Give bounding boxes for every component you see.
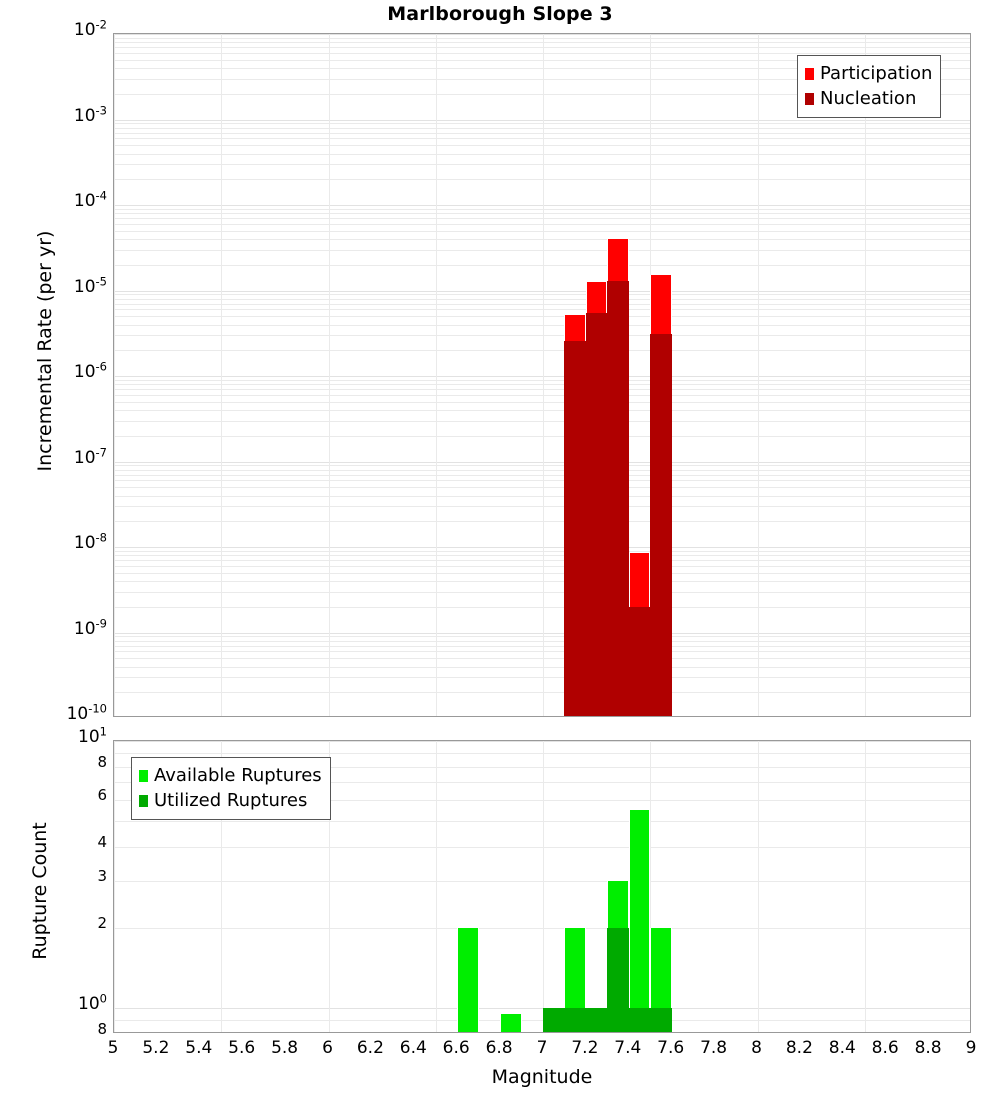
legend-item-utilized-ruptures: Utilized Ruptures [139, 788, 322, 813]
available-ruptures-swatch-icon [139, 769, 148, 782]
y-tick-label: 10-2 [73, 17, 107, 40]
y-tick-label: 10-10 [66, 701, 107, 724]
y-tick-label: 10-8 [73, 530, 107, 553]
x-tick-label: 8 [751, 1038, 762, 1058]
y-tick-label: 10-6 [73, 359, 107, 382]
x-tick-label: 7.8 [700, 1038, 728, 1058]
x-tick-label: 6.2 [356, 1038, 384, 1058]
y-tick-label: 2 [97, 913, 107, 932]
bars-rupture-count [114, 741, 970, 1032]
legend-item-available-ruptures: Available Ruptures [139, 763, 322, 788]
bar-utilized-ruptures [564, 1008, 586, 1032]
x-tick-label: 8.6 [871, 1038, 899, 1058]
bar-available-ruptures [457, 927, 479, 1032]
x-tick-label: 7 [536, 1038, 548, 1058]
x-tick-label: 7.4 [614, 1038, 642, 1058]
participation-swatch-icon [805, 67, 814, 80]
legend-item-participation: Participation [805, 61, 932, 86]
legend-incremental-rate: Participation Nucleation [797, 55, 942, 118]
y-tick-label: 8 [97, 1020, 107, 1038]
utilized-ruptures-swatch-icon [139, 794, 148, 807]
nucleation-swatch-icon [805, 92, 814, 105]
x-tick-label: 7.2 [571, 1038, 599, 1058]
x-tick-label: 9 [965, 1038, 977, 1058]
legend-rupture-count: Available Ruptures Utilized Ruptures [131, 757, 331, 820]
bar-nucleation [607, 280, 629, 716]
bar-utilized-ruptures [585, 1008, 608, 1032]
legend-label-available-ruptures: Available Ruptures [154, 765, 322, 786]
x-tick-label: 5.4 [185, 1038, 213, 1058]
x-tick-label: 8.4 [828, 1038, 856, 1058]
legend-label-nucleation: Nucleation [820, 88, 917, 109]
legend-label-utilized-ruptures: Utilized Ruptures [154, 790, 308, 811]
y-tick-label: 100 [78, 991, 107, 1015]
bar-utilized-ruptures [543, 1008, 565, 1032]
x-tick-label: 5.2 [142, 1038, 170, 1058]
y-tick-label: 101 [78, 724, 107, 747]
x-tick-label: 8.2 [785, 1038, 813, 1058]
bar-nucleation [650, 333, 672, 716]
x-tick-label: 6 [322, 1038, 333, 1058]
legend-label-participation: Participation [820, 63, 933, 84]
y-tick-label: 10-3 [73, 102, 107, 126]
page-title: Marlborough Slope 3 [387, 3, 613, 25]
y-tick-label: 10-5 [73, 273, 107, 297]
y-tick-label: 6 [97, 786, 107, 805]
y-tick-label: 10-7 [73, 444, 107, 468]
x-tick-label: 5 [107, 1038, 119, 1058]
y-tick-label: 4 [97, 833, 107, 852]
x-tick-label: 5.8 [271, 1038, 299, 1058]
legend-item-nucleation: Nucleation [805, 86, 932, 111]
y-tick-label: 8 [97, 752, 107, 771]
y-tick-label: 3 [97, 866, 107, 885]
bar-available-ruptures [564, 927, 586, 1032]
y-axis-ticks-top: 10-2 10-3 10-4 10-5 10-6 10-7 10-8 10-9 10-10 [0, 0, 107, 760]
x-tick-label: 6.4 [399, 1038, 427, 1058]
bar-utilized-ruptures [650, 1008, 672, 1032]
bar-available-ruptures [628, 810, 651, 1032]
x-tick-label: 6.6 [442, 1038, 470, 1058]
bar-utilized-ruptures [607, 927, 629, 1032]
bars-incremental-rate [114, 34, 970, 716]
bar-nucleation [585, 312, 608, 716]
x-tick-label: 5.6 [228, 1038, 256, 1058]
y-tick-label: 10-4 [73, 188, 107, 211]
y-axis-label-bottom: Rupture Count [29, 822, 51, 960]
x-tick-label: 8.8 [914, 1038, 942, 1058]
bar-utilized-ruptures [628, 1008, 651, 1032]
bar-available-ruptures [500, 1014, 522, 1032]
y-axis-label-top: Incremental Rate (per yr) [34, 230, 56, 472]
y-tick-label: 10-9 [73, 615, 107, 639]
incremental-rate-plot-area [113, 33, 971, 717]
x-tick-label: 7.6 [657, 1038, 685, 1058]
bar-nucleation [564, 340, 586, 716]
y-axis-ticks-bottom: 101 8 6 4 3 2 100 8 [0, 700, 107, 1080]
x-tick-label: 6.8 [485, 1038, 513, 1058]
bar-nucleation [628, 606, 651, 716]
x-axis-label: Magnitude [491, 1066, 593, 1088]
